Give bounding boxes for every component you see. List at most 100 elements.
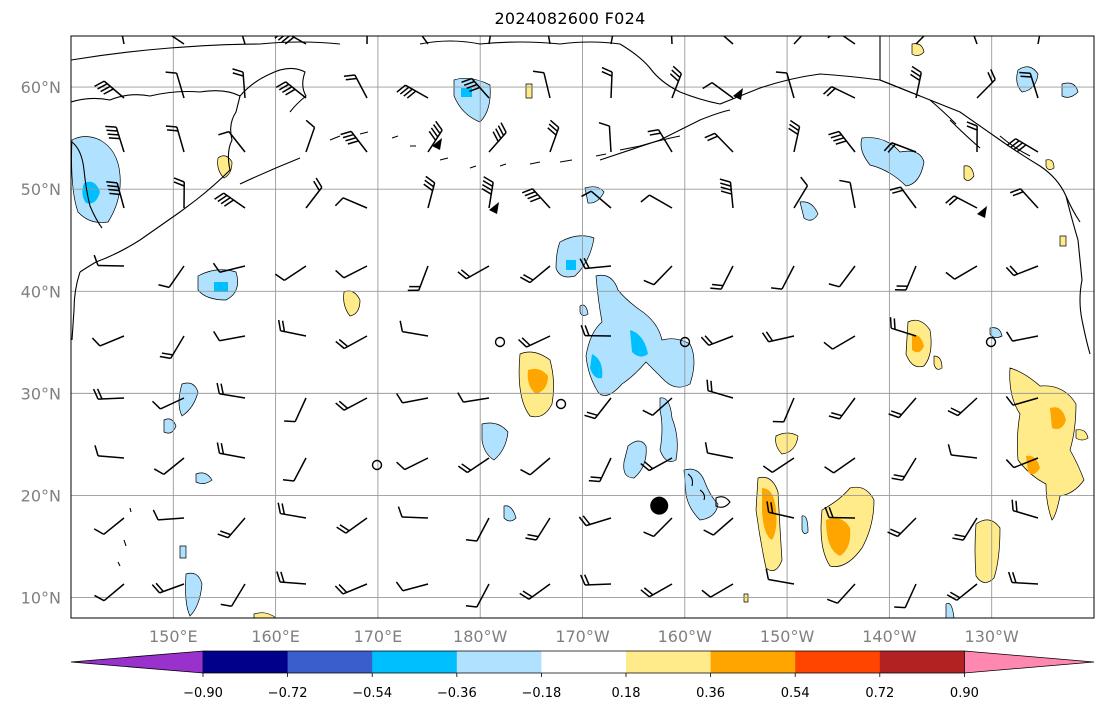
wind-barb (92, 388, 125, 400)
wind-barb (887, 517, 917, 538)
wind-barb (153, 36, 185, 45)
wind-barb (669, 65, 683, 99)
wind-barb (642, 397, 673, 416)
positive-anomaly-patch (253, 612, 277, 618)
colorbar (70, 650, 1095, 674)
positive-anomaly-patch (974, 519, 1001, 583)
wind-barb (395, 581, 429, 592)
colorbar-tick-label: 0.72 (865, 686, 894, 701)
wind-barb (525, 517, 551, 541)
wind-barb (423, 175, 436, 209)
wind-barb (277, 502, 307, 519)
wind-barb (407, 265, 429, 292)
negative-anomaly-patch (860, 137, 925, 187)
wind-barb (670, 36, 673, 45)
wind-barb (579, 257, 612, 270)
negative-anomaly-patch (195, 472, 213, 484)
wind-barb (159, 335, 185, 360)
hawaii-islands (687, 473, 731, 508)
wind-barb (151, 582, 185, 594)
wind-barb (610, 36, 614, 45)
negative-anomaly-patch (801, 515, 809, 534)
wind-barb (766, 501, 795, 519)
colorbar-tick-label: 0.54 (781, 686, 810, 701)
wind-barb (396, 84, 429, 99)
wind-barb (1005, 265, 1039, 277)
wind-barb (578, 515, 612, 527)
map-frame (70, 35, 1095, 619)
wind-barb (277, 319, 307, 337)
wind-barbs (91, 36, 1041, 609)
wind-barb (581, 190, 612, 209)
wind-barb (214, 192, 246, 209)
wind-barb (465, 583, 490, 608)
wind-barb (220, 583, 246, 607)
wind-barb (165, 71, 185, 99)
wind-barb (457, 457, 490, 474)
negative-anomaly-patch (185, 572, 203, 617)
negative-anomaly-patch (945, 602, 955, 618)
storm-position-marker (650, 496, 669, 515)
wind-barb (1009, 188, 1039, 209)
wind-barb (334, 583, 368, 595)
wind-barb (465, 517, 490, 542)
wind-barb (823, 335, 856, 350)
wind-barb (1005, 457, 1039, 469)
wind-barb (793, 176, 809, 209)
wind-barb (580, 325, 612, 337)
latitude-label: 40°N (21, 282, 61, 301)
wind-barb (213, 330, 246, 342)
colorbar-segment (541, 651, 627, 673)
wind-barb (335, 397, 368, 411)
mariana-islands (117, 507, 132, 567)
wind-barb (579, 574, 612, 586)
negative-anomaly-patch (178, 382, 199, 417)
positive-anomaly-patch (343, 290, 361, 317)
colorbar-segment (626, 651, 712, 673)
calm-wind-circle (985, 336, 997, 348)
aleutian-chain (239, 131, 681, 185)
wind-barb (343, 74, 368, 99)
wind-barb (305, 177, 323, 209)
colorbar-tick-label: 0.36 (696, 686, 725, 701)
wind-barb-pennant (432, 138, 442, 150)
wind-barb (232, 68, 246, 99)
wind-barb (772, 397, 795, 423)
shaded-field (71, 43, 1089, 618)
wind-barb (584, 397, 612, 420)
wind-barb (1037, 36, 1041, 45)
wind-barb (212, 262, 246, 273)
wind-barb (966, 121, 978, 153)
wind-barb (275, 81, 307, 99)
colorbar-tick-label: −0.54 (352, 686, 392, 701)
asia-coastline (71, 90, 241, 273)
wind-barb (793, 36, 803, 45)
alaska-coastline (419, 40, 1081, 223)
negative-anomaly-patch (82, 181, 100, 204)
colorbar-segment (879, 651, 965, 673)
calm-wind-circle (555, 398, 567, 410)
wind-barb (520, 457, 551, 476)
wind-barb (889, 186, 917, 209)
wind-barb (397, 506, 429, 519)
wind-barb (106, 181, 125, 209)
wind-barb (152, 509, 185, 521)
wind-barb-pennant (489, 202, 499, 214)
negative-anomaly-patch (579, 304, 589, 316)
wind-barb (824, 506, 856, 519)
latitude-label: 50°N (21, 180, 61, 199)
wind-barb (888, 397, 917, 419)
wind-barb (889, 317, 917, 337)
wind-barb (121, 36, 125, 45)
positive-anomaly-patch (762, 488, 777, 540)
kamchatka-coastline (239, 67, 307, 113)
wind-barb (396, 457, 429, 471)
wind-barb (94, 583, 125, 602)
wind-barb (706, 379, 734, 399)
wind-barb (151, 397, 185, 410)
colorbar-tick-label: 0.18 (612, 686, 641, 701)
wind-barb (761, 331, 795, 343)
longitude-labels: 150°E 160°E 170°E 180°W 170°W 160°W 150°W 140°W… (149, 627, 1019, 646)
positive-anomaly-patch (912, 335, 924, 353)
wind-barb (722, 36, 734, 45)
